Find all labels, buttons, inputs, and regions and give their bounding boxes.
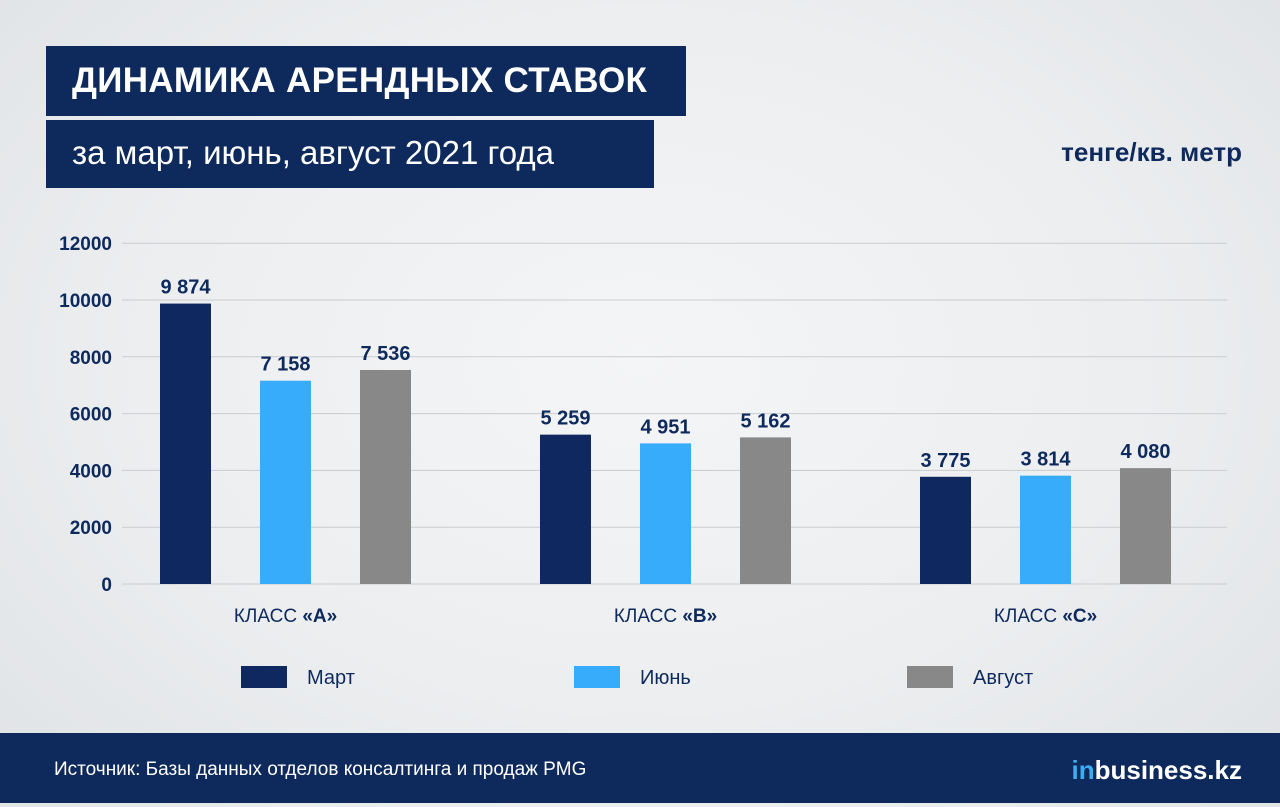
x-tick-label: КЛАСС «C» xyxy=(994,606,1097,627)
y-tick-label: 12000 xyxy=(59,234,112,255)
data-label: 9 874 xyxy=(160,277,211,299)
chart-title: ДИНАМИКА АРЕНДНЫХ СТАВОК xyxy=(72,61,648,100)
bar-chart: 0 2000 4000 6000 8000 10000 12000 9 874 7 158 7 5… xyxy=(59,234,1227,689)
x-tick-label: КЛАСС «B» xyxy=(614,606,717,627)
chart-subtitle: за март, июнь, август 2021 года xyxy=(72,134,555,171)
logo-rest: business.kz xyxy=(1094,755,1242,785)
legend-label: Август xyxy=(973,667,1033,689)
legend-label: Июнь xyxy=(640,667,691,689)
y-tick-label: 4000 xyxy=(70,461,112,482)
unit-label: тенге/кв. метр xyxy=(1061,137,1242,167)
x-tick-label: КЛАСС «A» xyxy=(234,606,337,627)
legend-label: Март xyxy=(307,667,355,689)
legend-swatch xyxy=(907,666,953,688)
bar xyxy=(1020,475,1071,584)
data-label: 7 158 xyxy=(260,354,310,376)
inbusiness-logo[interactable]: inbusiness.kz xyxy=(1071,733,1242,807)
footer-bar: Источник: Базы данных отделов консалтинг… xyxy=(0,733,1280,803)
source-text: Источник: Базы данных отделов консалтинг… xyxy=(54,759,587,780)
chart-subtitle-box: за март, июнь, август 2021 года xyxy=(46,120,654,188)
logo-prefix: in xyxy=(1071,755,1095,785)
legend-swatch xyxy=(574,666,620,688)
bar xyxy=(640,443,691,584)
bar xyxy=(920,476,971,584)
bar xyxy=(260,380,311,584)
data-label: 4 080 xyxy=(1120,441,1170,463)
data-label: 3 814 xyxy=(1020,449,1071,471)
data-label: 4 951 xyxy=(640,416,690,438)
data-label: 3 775 xyxy=(920,450,970,472)
data-label: 5 162 xyxy=(740,410,790,432)
bar xyxy=(1120,468,1171,584)
data-label: 7 536 xyxy=(360,343,410,365)
bar xyxy=(540,434,591,584)
data-label: 5 259 xyxy=(540,408,590,430)
y-tick-label: 10000 xyxy=(59,291,112,312)
bar xyxy=(740,437,791,584)
y-tick-label: 8000 xyxy=(70,348,112,369)
y-tick-label: 2000 xyxy=(70,518,112,539)
y-tick-label: 6000 xyxy=(70,405,112,426)
y-tick-label: 0 xyxy=(101,575,112,596)
chart-title-box: ДИНАМИКА АРЕНДНЫХ СТАВОК xyxy=(46,46,686,116)
bar xyxy=(360,369,411,584)
bar xyxy=(160,303,211,584)
legend-swatch xyxy=(241,666,287,688)
